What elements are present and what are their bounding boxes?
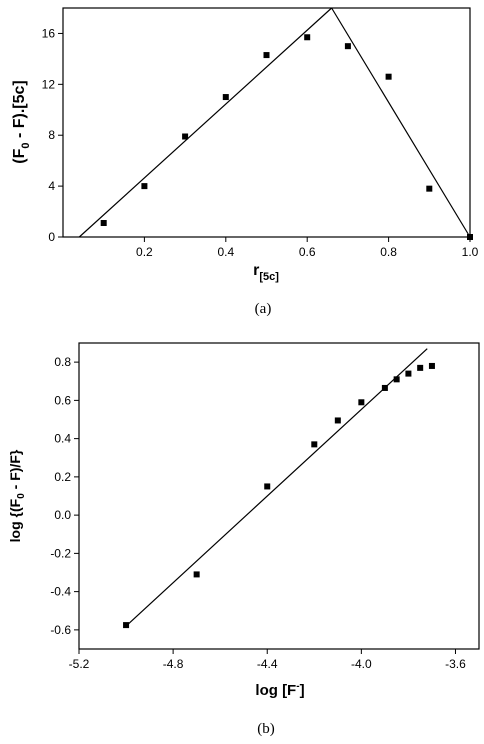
fit-line: [125, 348, 428, 627]
data-point: [467, 234, 473, 240]
data-point: [182, 133, 189, 140]
chart-b-y-label-pre: log {(F: [7, 498, 23, 542]
data-point: [222, 94, 229, 101]
x-tick-label: 0.2: [136, 245, 153, 259]
chart-b-caption: (b): [257, 721, 275, 737]
y-tick-label: 8: [48, 128, 55, 142]
data-point: [381, 384, 388, 391]
data-point: [304, 34, 311, 41]
y-tick-label: 16: [42, 26, 56, 40]
data-point: [264, 483, 271, 490]
y-tick-label: 0.2: [54, 470, 71, 484]
y-tick-label: -0.2: [50, 546, 71, 560]
y-tick-label: 0.6: [54, 393, 71, 407]
fit-line: [331, 7, 471, 238]
x-tick-label: 0.8: [380, 245, 397, 259]
data-point: [428, 362, 435, 369]
chart-a-points: [100, 34, 473, 240]
y-tick-label: 0.4: [54, 432, 71, 446]
data-point: [385, 73, 392, 80]
data-point: [263, 52, 270, 59]
data-point: [141, 183, 148, 190]
chart-a-x-label-sub: [5c]: [259, 271, 279, 283]
y-tick-label: 12: [42, 77, 56, 91]
y-tick-label: 0: [48, 230, 55, 244]
chart-b-ticks: -5.2 -4.8 -4.4 -4.0 -3.6 -0.6 -0.4 -0.2 0.0 0.2 0.…: [50, 355, 466, 671]
y-tick-label: 0.8: [54, 355, 71, 369]
data-point: [405, 370, 412, 377]
chart-a-y-label-bold: [5c]: [11, 80, 28, 108]
data-point: [100, 220, 107, 227]
x-tick-label: -4.4: [257, 657, 278, 671]
data-point: [193, 571, 200, 578]
data-point: [123, 622, 130, 629]
chart-a-plot-frame: [62, 7, 471, 238]
y-tick-label: -0.4: [50, 585, 71, 599]
chart-b-x-label-sup: -: [296, 681, 299, 692]
chart-a-x-label-main: r: [253, 262, 259, 279]
data-point: [417, 364, 424, 371]
y-tick-label: 0.0: [54, 508, 71, 522]
chart-b-y-label-sub: 0: [16, 493, 27, 499]
chart-a-fit-lines: [78, 7, 471, 238]
chart-b-y-label-end: - F)/F}: [7, 449, 23, 493]
data-point: [426, 185, 433, 192]
chart-a-ticks: 0.2 0.4 0.6 0.8 1.0 0 4 8 12 16: [42, 26, 479, 259]
x-tick-label: 1.0: [462, 245, 479, 259]
y-tick-label: 4: [48, 179, 55, 193]
chart-b-points: [123, 362, 435, 629]
chart-a-y-label-mid: - F).: [11, 109, 28, 143]
data-point: [393, 376, 400, 383]
chart-b-plot-frame: [78, 342, 480, 650]
x-tick-label: 0.4: [217, 245, 234, 259]
chart-b-y-axis-label: log {(F0 - F)/F}: [7, 449, 27, 542]
chart-b-fit-lines: [125, 348, 428, 627]
data-point: [334, 417, 341, 424]
fit-line: [78, 7, 333, 238]
chart-a-y-label-pre: (F: [11, 148, 28, 163]
x-tick-label: -5.2: [69, 657, 90, 671]
x-tick-label: -4.0: [351, 657, 372, 671]
chart-b: -5.2 -4.8 -4.4 -4.0 -3.6-0.6-0.4-0.20.00.20.…: [7, 342, 480, 737]
chart-a-y-label-sub: 0: [20, 142, 32, 148]
chart-a-caption: (a): [255, 301, 272, 317]
chart-b-x-axis-label: log [F-]: [255, 681, 304, 699]
chart-a-y-axis-label: (F0 - F).[5c]: [11, 80, 32, 163]
chart-b-x-label-main: log [F: [255, 682, 296, 699]
y-tick-label: -0.6: [50, 623, 71, 637]
x-tick-label: -3.6: [445, 657, 466, 671]
data-point: [311, 441, 318, 448]
chart-b-x-label-end: ]: [300, 682, 305, 699]
x-tick-label: 0.6: [299, 245, 316, 259]
chart-a-x-axis-label: r[5c]: [253, 262, 279, 283]
x-tick-label: -4.8: [163, 657, 184, 671]
data-point: [358, 399, 365, 406]
data-point: [344, 43, 351, 50]
